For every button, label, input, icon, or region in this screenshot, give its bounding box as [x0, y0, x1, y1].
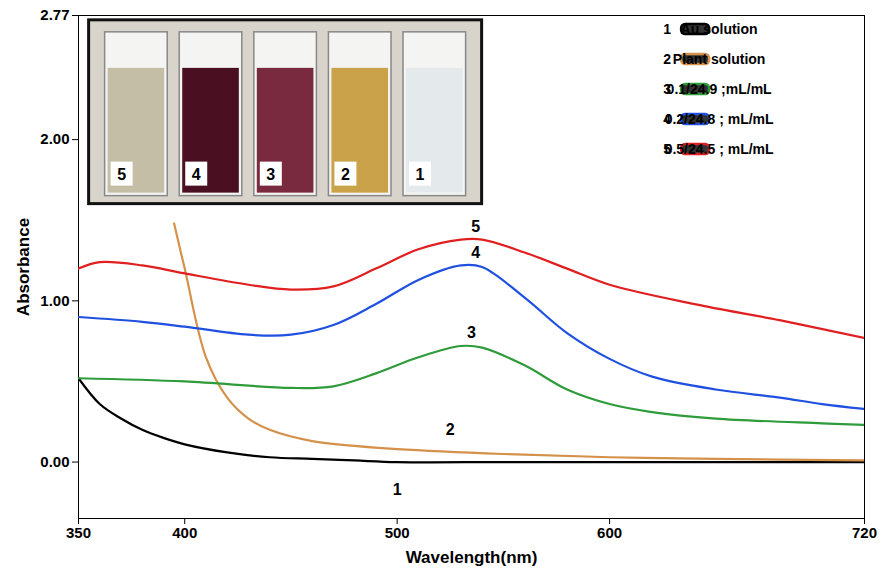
svg-text:4: 4 [471, 244, 480, 261]
svg-text:400: 400 [172, 524, 197, 541]
svg-text:2: 2 [446, 421, 455, 438]
svg-text:720: 720 [852, 524, 877, 541]
svg-text:Au solution: Au solution [681, 21, 758, 37]
svg-text:500: 500 [385, 524, 410, 541]
svg-text:3: 3 [266, 166, 275, 183]
svg-text:1: 1 [416, 166, 425, 183]
svg-text:1: 1 [393, 481, 402, 498]
svg-text:Plant solution: Plant solution [673, 51, 766, 67]
svg-text:0.1/24.9 ;mL/mL: 0.1/24.9 ;mL/mL [667, 81, 772, 97]
svg-text:0.00: 0.00 [40, 453, 69, 470]
svg-text:4: 4 [192, 166, 201, 183]
svg-text:3: 3 [467, 324, 476, 341]
svg-text:0.2/24.8 ; mL/mL: 0.2/24.8 ; mL/mL [665, 111, 774, 127]
svg-text:2.00: 2.00 [40, 130, 69, 147]
svg-text:350: 350 [66, 524, 91, 541]
svg-text:600: 600 [597, 524, 622, 541]
svg-text:1.00: 1.00 [40, 292, 69, 309]
svg-text:Wavelength(nm): Wavelength(nm) [406, 548, 538, 567]
svg-text:Absorbance: Absorbance [14, 218, 33, 316]
svg-text:2: 2 [341, 166, 350, 183]
svg-text:2.77: 2.77 [40, 6, 69, 23]
svg-text:5: 5 [471, 218, 480, 235]
svg-text:0.5/24.5 ; mL/mL: 0.5/24.5 ; mL/mL [665, 141, 774, 157]
svg-text:5: 5 [117, 166, 126, 183]
svg-text:2: 2 [663, 51, 671, 67]
svg-text:1: 1 [663, 21, 671, 37]
